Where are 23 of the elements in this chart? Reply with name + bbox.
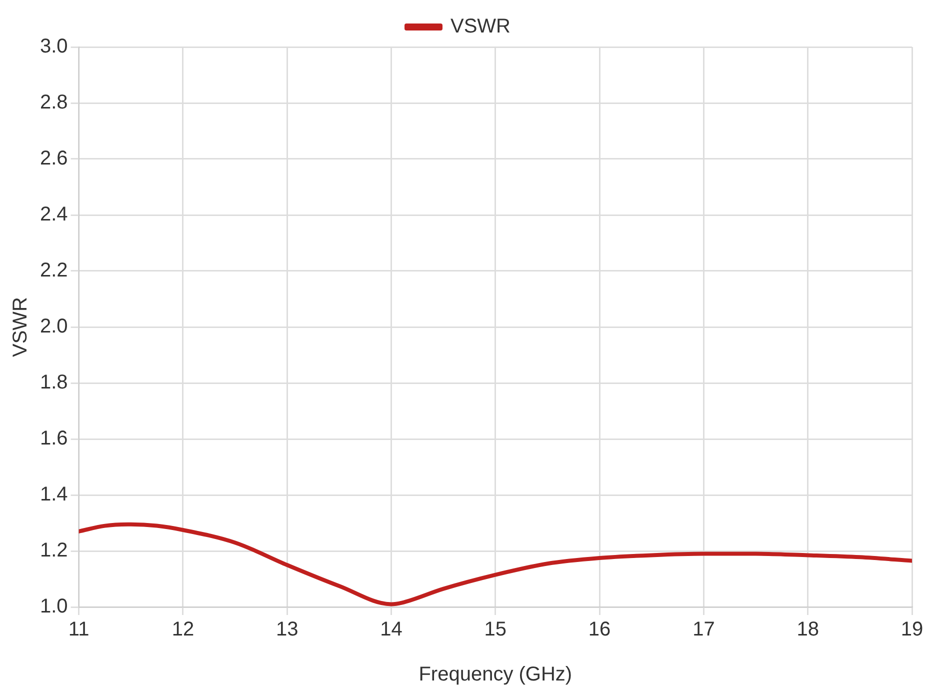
- x-tick-label: 15: [484, 618, 507, 641]
- x-tick-label: 16: [588, 618, 611, 641]
- x-tick-label: 19: [900, 618, 924, 641]
- y-tick-label: 1.4: [40, 484, 68, 506]
- x-tick-label: 14: [380, 618, 402, 641]
- y-tick-label: 2.2: [40, 260, 68, 282]
- y-tick-label: 1.0: [40, 596, 68, 618]
- x-tick-label: 12: [172, 618, 194, 641]
- x-tick-label: 13: [276, 618, 298, 641]
- y-tick-label: 2.4: [40, 204, 68, 226]
- x-tick-label: 11: [68, 618, 90, 641]
- y-tick-label: 1.2: [40, 540, 68, 562]
- legend-label: VSWR: [450, 16, 510, 38]
- y-tick-label: 3.0: [40, 36, 68, 58]
- y-tick-label: 1.8: [40, 372, 68, 394]
- y-axis-title: VSWR: [10, 297, 32, 357]
- y-tick-label: 2.6: [40, 148, 68, 170]
- x-tick-label: 17: [692, 618, 715, 641]
- x-tick-label: 18: [796, 618, 819, 641]
- y-tick-label: 2.0: [40, 316, 68, 338]
- x-axis-title: Frequency (GHz): [418, 664, 572, 686]
- y-tick-label: 2.8: [40, 92, 68, 114]
- y-tick-label: 1.6: [40, 428, 68, 450]
